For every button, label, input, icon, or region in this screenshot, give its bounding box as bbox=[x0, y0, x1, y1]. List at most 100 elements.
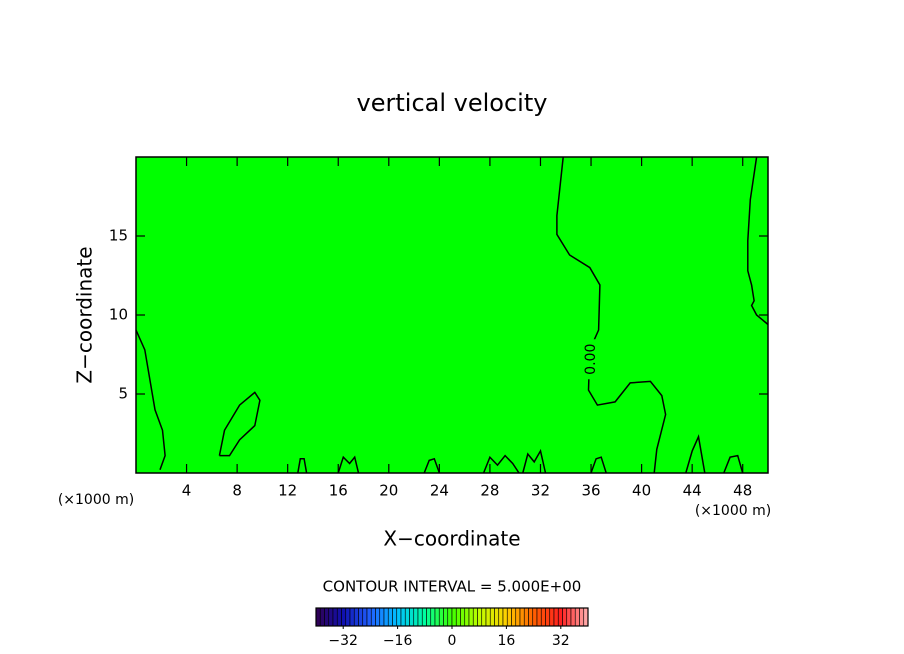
x-tick-label: 8 bbox=[232, 482, 242, 500]
colorbar-cell bbox=[447, 607, 453, 627]
colorbar-cell bbox=[417, 607, 423, 627]
colorbar-tick-label: 32 bbox=[552, 633, 570, 649]
x-axis-label: X−coordinate bbox=[383, 527, 520, 551]
colorbar-cell bbox=[392, 607, 398, 627]
colorbar-cell bbox=[366, 607, 372, 627]
colorbar-cell bbox=[464, 607, 470, 627]
colorbar-tick-label: −16 bbox=[383, 633, 413, 649]
colorbar-cell bbox=[536, 607, 542, 627]
x-tick-label: 4 bbox=[182, 482, 192, 500]
x-tick-label: 28 bbox=[480, 482, 499, 500]
y-tick-label: 15 bbox=[109, 227, 128, 245]
colorbar-tick-label: −32 bbox=[328, 633, 358, 649]
colorbar-cell bbox=[328, 607, 334, 627]
contour-line bbox=[135, 329, 166, 471]
contour-line bbox=[685, 434, 706, 474]
colorbar-cell bbox=[362, 607, 368, 627]
chart-title: vertical velocity bbox=[357, 89, 548, 117]
contour-line bbox=[482, 454, 520, 474]
colorbar-cell bbox=[494, 607, 500, 627]
colorbar-cell bbox=[574, 607, 580, 627]
field bbox=[136, 157, 768, 473]
colorbar-cell bbox=[523, 607, 529, 627]
colorbar-cell bbox=[426, 607, 432, 627]
colorbar-cell bbox=[519, 607, 525, 627]
colorbar-cell bbox=[557, 607, 563, 627]
x-axis-unit: (×1000 m) bbox=[695, 503, 771, 519]
colorbar-cell bbox=[375, 607, 381, 627]
colorbar-cell bbox=[349, 607, 355, 627]
colorbar-cell bbox=[528, 607, 534, 627]
colorbar-cell bbox=[540, 607, 546, 627]
colorbar-cell bbox=[511, 607, 517, 627]
contour-line bbox=[423, 457, 441, 474]
colorbar-cell bbox=[430, 607, 436, 627]
y-axis-label: Z−coordinate bbox=[73, 246, 97, 383]
contour-label: 0.00 bbox=[583, 344, 599, 375]
colorbar-cell bbox=[383, 607, 389, 627]
y-tick-label: 5 bbox=[118, 385, 128, 403]
colorbar-cell bbox=[421, 607, 427, 627]
colorbar-cell bbox=[460, 607, 466, 627]
x-tick-label: 48 bbox=[733, 482, 752, 500]
colorbar-cell bbox=[485, 607, 491, 627]
y-axis-unit: (×1000 m) bbox=[58, 492, 134, 508]
contour-line bbox=[297, 458, 308, 474]
colorbar-cell bbox=[434, 607, 440, 627]
contour-line bbox=[337, 455, 360, 474]
colorbar-cell bbox=[468, 607, 474, 627]
colorbar-cell bbox=[315, 607, 321, 627]
colorbar-cell bbox=[532, 607, 538, 627]
y-tick-label: 10 bbox=[109, 306, 128, 324]
x-tick-label: 40 bbox=[632, 482, 651, 500]
colorbar-cell bbox=[400, 607, 406, 627]
colorbar-cell bbox=[451, 607, 457, 627]
colorbar-cell bbox=[358, 607, 364, 627]
colorbar-tick-label: 0 bbox=[448, 633, 457, 649]
colorbar-cell bbox=[455, 607, 461, 627]
colorbar-cell bbox=[545, 607, 551, 627]
contour-line bbox=[590, 456, 607, 474]
colorbar-cell bbox=[498, 607, 504, 627]
colorbar-cell bbox=[502, 607, 508, 627]
contour-line bbox=[218, 391, 261, 457]
colorbar-tick-label: 16 bbox=[497, 633, 515, 649]
colorbar-cell bbox=[345, 607, 351, 627]
x-tick-label: 12 bbox=[278, 482, 297, 500]
colorbar-cell bbox=[379, 607, 385, 627]
colorbar-cell bbox=[438, 607, 444, 627]
colorbar-cell bbox=[413, 607, 419, 627]
colorbar-cell bbox=[370, 607, 376, 627]
colorbar-cell bbox=[481, 607, 487, 627]
x-tick-label: 44 bbox=[683, 482, 702, 500]
colorbar-cell bbox=[409, 607, 415, 627]
contour-label-bg bbox=[582, 339, 601, 380]
colorbar-cell bbox=[549, 607, 555, 627]
colorbar-cell bbox=[443, 607, 449, 627]
colorbar-cell bbox=[396, 607, 402, 627]
colorbar-cell bbox=[341, 607, 347, 627]
colorbar-cell bbox=[515, 607, 521, 627]
colorbar-cell bbox=[489, 607, 495, 627]
colorbar-cell bbox=[353, 607, 359, 627]
x-tick-label: 24 bbox=[430, 482, 449, 500]
x-tick-label: 32 bbox=[531, 482, 550, 500]
colorbar-cell bbox=[477, 607, 483, 627]
colorbar-cell bbox=[553, 607, 559, 627]
colorbar-cell bbox=[562, 607, 568, 627]
contour-info: CONTOUR INTERVAL = 5.000E+00 bbox=[323, 578, 582, 596]
colorbar-cell bbox=[404, 607, 410, 627]
contour-line bbox=[723, 454, 744, 474]
colorbar-cell bbox=[583, 607, 589, 627]
colorbar-cell bbox=[570, 607, 576, 627]
colorbar-cell bbox=[324, 607, 330, 627]
colorbar-cell bbox=[336, 607, 342, 627]
colorbar-cell bbox=[506, 607, 512, 627]
colorbar-cell bbox=[566, 607, 572, 627]
x-tick-label: 20 bbox=[379, 482, 398, 500]
colorbar-cell bbox=[319, 607, 325, 627]
colorbar-cell bbox=[472, 607, 478, 627]
contour-line bbox=[556, 156, 667, 474]
x-tick-label: 16 bbox=[329, 482, 348, 500]
